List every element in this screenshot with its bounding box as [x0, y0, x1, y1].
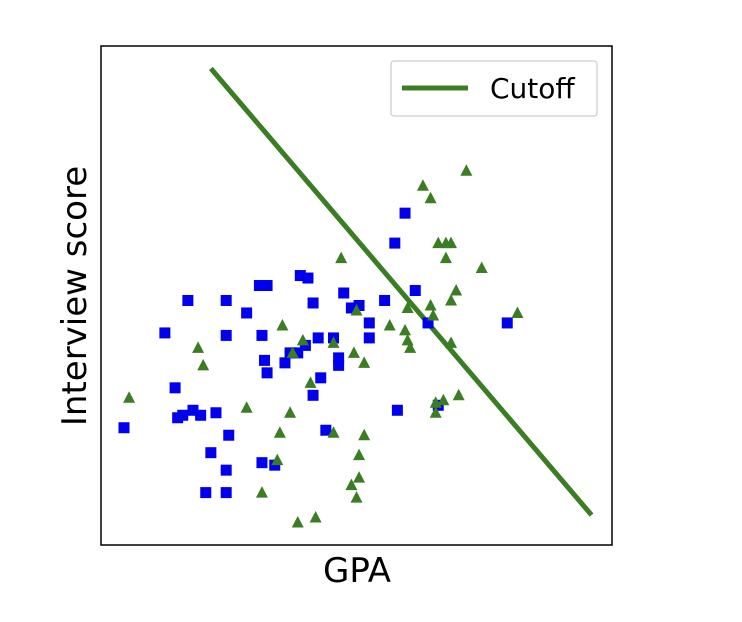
triangle-point — [309, 511, 322, 523]
triangle-point — [347, 346, 360, 358]
triangle-point — [424, 298, 437, 311]
square-point — [200, 487, 212, 499]
triangle-point — [399, 323, 412, 336]
triangle-point — [358, 428, 371, 441]
triangle-point — [286, 346, 299, 358]
square-point — [220, 487, 232, 499]
triangle-point — [475, 261, 488, 274]
triangle-point — [404, 341, 417, 353]
square-point — [307, 389, 319, 401]
square-point — [307, 297, 319, 309]
square-point — [210, 407, 222, 419]
square-point — [182, 294, 194, 306]
triangle-point — [511, 306, 524, 318]
square-point — [223, 429, 235, 441]
triangle-point — [452, 388, 465, 401]
triangle-point — [353, 448, 366, 461]
square-point — [205, 447, 217, 459]
legend-box — [390, 60, 598, 117]
triangle-point — [427, 308, 440, 321]
square-point — [177, 409, 189, 421]
square-point — [391, 404, 403, 416]
triangle-point — [327, 336, 340, 348]
triangle-point — [445, 236, 458, 249]
square-point — [195, 409, 207, 421]
square-point — [399, 207, 411, 219]
square-point — [159, 327, 171, 339]
square-point — [220, 464, 232, 476]
triangle-point — [353, 471, 366, 483]
triangle-point — [284, 406, 297, 418]
plot-frame — [100, 45, 613, 546]
triangle-point — [276, 318, 289, 331]
square-point — [256, 457, 268, 469]
triangle-point — [296, 333, 309, 346]
square-point — [320, 424, 332, 436]
square-point — [187, 404, 199, 416]
chart-marks — [118, 66, 594, 528]
triangle-point — [327, 426, 340, 438]
square-point — [220, 294, 232, 306]
square-point — [294, 270, 306, 282]
triangle-point — [197, 358, 210, 371]
triangle-point — [271, 453, 284, 466]
square-point — [312, 332, 324, 344]
triangle-point — [439, 251, 452, 264]
square-point — [259, 354, 271, 366]
square-point — [256, 329, 268, 341]
triangle-point — [273, 426, 286, 438]
square-point — [261, 367, 273, 379]
square-point — [220, 329, 232, 341]
square-point — [422, 317, 434, 329]
triangle-point — [192, 341, 205, 353]
square-point — [333, 352, 345, 364]
triangle-point — [350, 491, 363, 503]
legend: Cutoff — [390, 60, 598, 117]
triangle-point — [416, 179, 429, 191]
square-point — [118, 422, 130, 434]
cutoff-line — [208, 66, 594, 517]
square-point — [389, 237, 401, 249]
square-point — [315, 372, 327, 384]
triangle-point — [445, 336, 458, 348]
square-point — [253, 280, 265, 292]
triangle-point — [335, 251, 348, 264]
triangle-point — [304, 376, 317, 388]
square-point — [501, 317, 513, 329]
triangle-point — [240, 401, 253, 413]
square-point — [333, 359, 345, 371]
square-point — [261, 280, 273, 292]
triangle-point — [123, 391, 136, 403]
triangle-point — [291, 516, 304, 528]
triangle-point — [345, 478, 358, 491]
square-point — [241, 307, 253, 319]
square-point — [379, 294, 391, 306]
square-point — [363, 317, 375, 329]
square-point — [338, 287, 350, 299]
y-axis-label: Interview score — [55, 166, 95, 426]
square-point — [363, 332, 375, 344]
triangle-point — [432, 236, 445, 249]
triangle-point — [358, 356, 371, 368]
square-point — [302, 272, 314, 284]
square-point — [292, 347, 304, 359]
triangle-point — [450, 284, 463, 296]
triangle-point — [437, 393, 450, 406]
triangle-point — [460, 164, 473, 176]
square-point — [353, 299, 365, 311]
x-axis-label: GPA — [323, 551, 391, 591]
triangle-point — [424, 191, 437, 204]
triangle-point — [401, 301, 414, 313]
triangle-point — [383, 318, 396, 331]
triangle-point — [429, 406, 442, 418]
square-point — [279, 357, 291, 369]
square-point — [409, 285, 421, 297]
legend-label-cutoff: Cutoff — [490, 72, 575, 105]
triangle-point — [445, 293, 458, 306]
triangle-point — [350, 303, 363, 316]
triangle-point — [255, 486, 268, 498]
square-point — [169, 382, 181, 394]
